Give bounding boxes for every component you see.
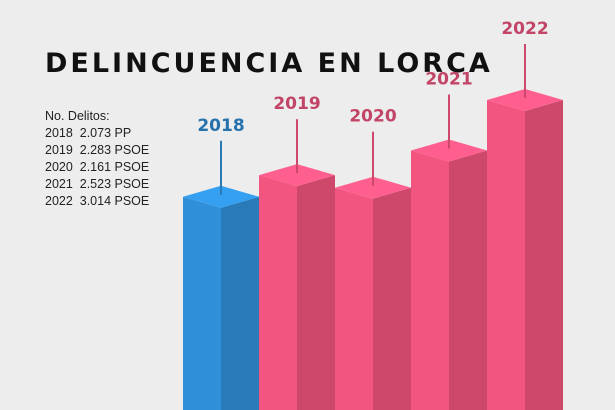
bar [335,187,373,410]
bar [411,150,449,410]
bar-side [525,100,563,410]
annotation: No. Delitos: [45,109,110,123]
annotation: 2020 2.161 PSOE [45,160,149,174]
bar-side [221,196,259,410]
bar-side [297,175,335,410]
bar [259,175,297,410]
annotation: 2018 2.073 PP [45,126,131,140]
category-label: 2021 [425,70,472,90]
annotation: 2022 3.014 PSOE [45,194,149,208]
bar-top [487,89,563,111]
bar-top [183,185,259,208]
category-label: 2019 [273,94,320,114]
annotation: 2021 2.523 PSOE [45,177,149,191]
bar [183,196,221,410]
bar-side [449,150,487,410]
chart-title: DELINCUENCIA EN LORCA [45,48,493,79]
bar-side [373,187,411,410]
bar [487,100,525,410]
bar-top [335,176,411,199]
category-label: 2018 [197,116,244,136]
bar-top [259,164,335,187]
annotation: 2019 2.283 PSOE [45,143,149,157]
category-label: 2020 [349,107,396,127]
bar-top [411,139,487,162]
category-label: 2022 [501,19,548,39]
